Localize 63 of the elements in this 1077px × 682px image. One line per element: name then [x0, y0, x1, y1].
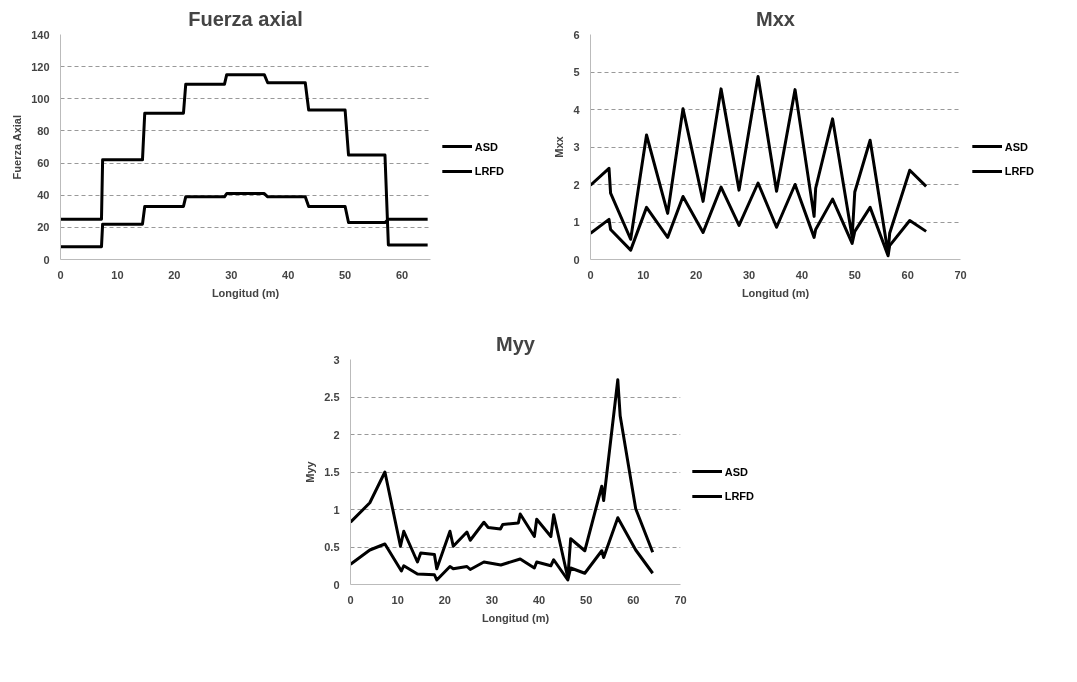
y-tick-label: 2: [333, 428, 340, 441]
chart-title: Fuerza axial: [188, 7, 303, 30]
x-tick-label: 50: [848, 268, 861, 281]
x-tick-label: 60: [901, 268, 914, 281]
y-tick-label: 2: [573, 178, 580, 191]
y-tick-label: 60: [37, 157, 50, 170]
y-tick-label: 100: [31, 92, 50, 105]
x-tick-label: 20: [690, 268, 703, 281]
legend-label: LRFD: [724, 490, 755, 503]
x-tick-label: 0: [347, 593, 354, 606]
x-axis-title: Longitud (m): [211, 286, 280, 299]
y-tick-label: 20: [37, 221, 50, 234]
x-tick-label: 50: [580, 593, 593, 606]
x-tick-label: 10: [637, 268, 650, 281]
y-tick-label: 3: [333, 353, 340, 366]
y-tick-label: 1.5: [324, 466, 340, 478]
y-tick-label: 1: [333, 503, 340, 516]
x-axis-title: Longitud (m): [741, 286, 810, 299]
x-tick-label: 40: [532, 593, 546, 606]
legend-label: ASD: [724, 465, 748, 478]
x-tick-label: 30: [485, 593, 499, 606]
chart-title: Mxx: [756, 7, 795, 30]
y-tick-label: 40: [37, 189, 50, 202]
x-tick-label: 40: [795, 268, 809, 281]
x-tick-label: 50: [339, 268, 352, 281]
x-tick-label: 40: [282, 268, 295, 281]
x-tick-label: 20: [168, 268, 181, 281]
y-tick-label: 3: [573, 141, 580, 153]
x-tick-label: 70: [954, 268, 967, 281]
x-tick-label: 70: [674, 593, 687, 606]
x-axis-title: Longitud (m): [481, 611, 550, 624]
y-tick-label: 0: [43, 253, 50, 266]
legend-label: ASD: [1004, 140, 1028, 153]
x-tick-label: 10: [111, 268, 124, 281]
y-tick-label: 1: [573, 216, 580, 228]
y-tick-label: 0: [573, 253, 580, 266]
legend-label: ASD: [474, 140, 498, 153]
y-tick-label: 5: [573, 66, 580, 78]
x-tick-label: 0: [57, 268, 64, 281]
y-axis-title: Fuerza Axial: [11, 114, 24, 180]
y-tick-label: 0.5: [324, 541, 340, 553]
x-tick-label: 30: [225, 268, 238, 281]
y-tick-label: 2.5: [324, 391, 340, 403]
line-series: [60, 73, 430, 247]
legend-label: LRFD: [474, 165, 505, 178]
chart-title: Myy: [496, 332, 536, 355]
x-tick-label: 10: [391, 593, 404, 606]
x-tick-label: 60: [627, 593, 640, 606]
line-series: [590, 75, 928, 255]
y-tick-label: 6: [573, 28, 580, 41]
y-tick-label: 140: [31, 28, 50, 41]
y-tick-label: 80: [37, 124, 50, 137]
legend-label: LRFD: [1004, 165, 1035, 178]
x-tick-label: 0: [587, 268, 594, 281]
y-axis-title: Mxx: [553, 135, 566, 158]
y-tick-label: 120: [31, 60, 50, 73]
y-tick-label: 0: [333, 578, 340, 591]
line-series: [350, 378, 655, 580]
x-tick-label: 20: [438, 593, 451, 606]
y-tick-label: 4: [573, 103, 581, 116]
x-tick-label: 30: [742, 268, 756, 281]
y-axis-title: Myy: [304, 460, 317, 483]
x-tick-label: 60: [395, 268, 409, 281]
